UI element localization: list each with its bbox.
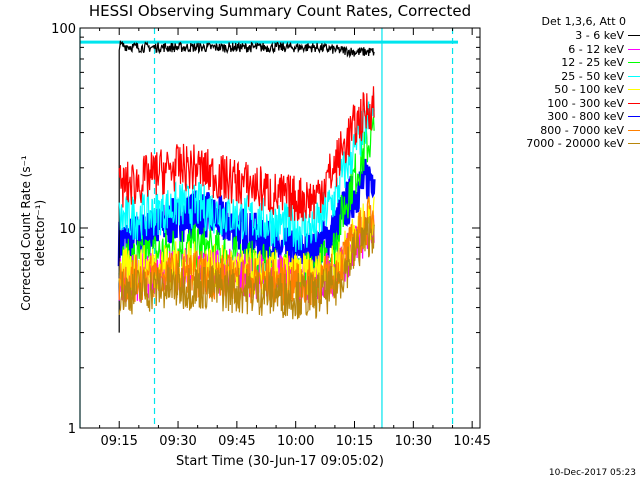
legend-item: 100 - 300 keV (484, 97, 640, 111)
chart-title: HESSI Observing Summary Count Rates, Cor… (88, 2, 472, 20)
legend-swatch (628, 62, 640, 64)
legend-swatch (628, 89, 640, 91)
legend-label: 3 - 6 keV (575, 29, 624, 42)
x-tick-label: 09:45 (218, 434, 255, 449)
legend-label: 7000 - 20000 keV (526, 137, 624, 150)
x-tick-label: 09:15 (100, 434, 137, 449)
timestamp: 10-Dec-2017 05:23 (548, 468, 636, 478)
legend-item: 6 - 12 keV (484, 43, 640, 57)
legend-label: 25 - 50 keV (561, 69, 624, 83)
legend-swatch (628, 48, 640, 50)
legend: Det 1,3,6, Att 0 3 - 6 keV 6 - 12 keV 12 -… (484, 14, 640, 151)
axes: 09:15 09:30 09:45 10:00 10:15 10:30 10:45 1 10 10… (51, 22, 491, 449)
legend-swatch (628, 143, 640, 145)
x-tick-label: 10:15 (336, 434, 373, 449)
legend-swatch (628, 116, 640, 118)
legend-item: 25 - 50 keV (484, 70, 640, 84)
legend-label: 50 - 100 keV (554, 83, 624, 96)
legend-swatch (628, 35, 640, 37)
legend-item: 12 - 25 keV (484, 56, 640, 70)
series-line-800-7000-kev (118, 196, 375, 306)
x-tick-label: 10:30 (395, 434, 432, 449)
legend-item: 7000 - 20000 keV (484, 137, 640, 151)
y-tick-label: 100 (51, 22, 76, 37)
legend-swatch (628, 102, 640, 104)
legend-item: 800 - 7000 keV (484, 124, 640, 138)
legend-item: 300 - 800 keV (484, 110, 640, 124)
x-tick-label: 09:30 (159, 434, 196, 449)
series-line-25-50-kev (118, 92, 375, 253)
series-line-100-300-kev (118, 86, 375, 222)
legend-item: 3 - 6 keV (484, 29, 640, 43)
y-axis-label: Corrected Count Rate (s⁻¹ detector⁻¹) (19, 155, 47, 311)
x-tick-label: 10:00 (277, 434, 314, 449)
series-line-3-6-kev (118, 40, 375, 333)
x-axis-label: Start Time (30-Jun-17 09:05:02) (176, 454, 384, 469)
legend-label: 800 - 7000 keV (540, 123, 624, 137)
y-tick-label: 10 (59, 222, 76, 237)
legend-swatch (628, 75, 640, 77)
legend-item: 50 - 100 keV (484, 83, 640, 97)
legend-label: 100 - 300 keV (547, 96, 624, 110)
legend-label: 300 - 800 keV (547, 110, 624, 123)
x-tick-label: 10:45 (453, 434, 490, 449)
legend-title: Det 1,3,6, Att 0 (541, 15, 626, 28)
legend-label: 12 - 25 keV (561, 56, 624, 69)
series-layer (117, 40, 376, 333)
legend-swatch (628, 129, 640, 131)
y-tick-label: 1 (68, 422, 76, 437)
series-line-7000-20000-kev (118, 216, 375, 320)
legend-label: 6 - 12 keV (568, 42, 624, 56)
